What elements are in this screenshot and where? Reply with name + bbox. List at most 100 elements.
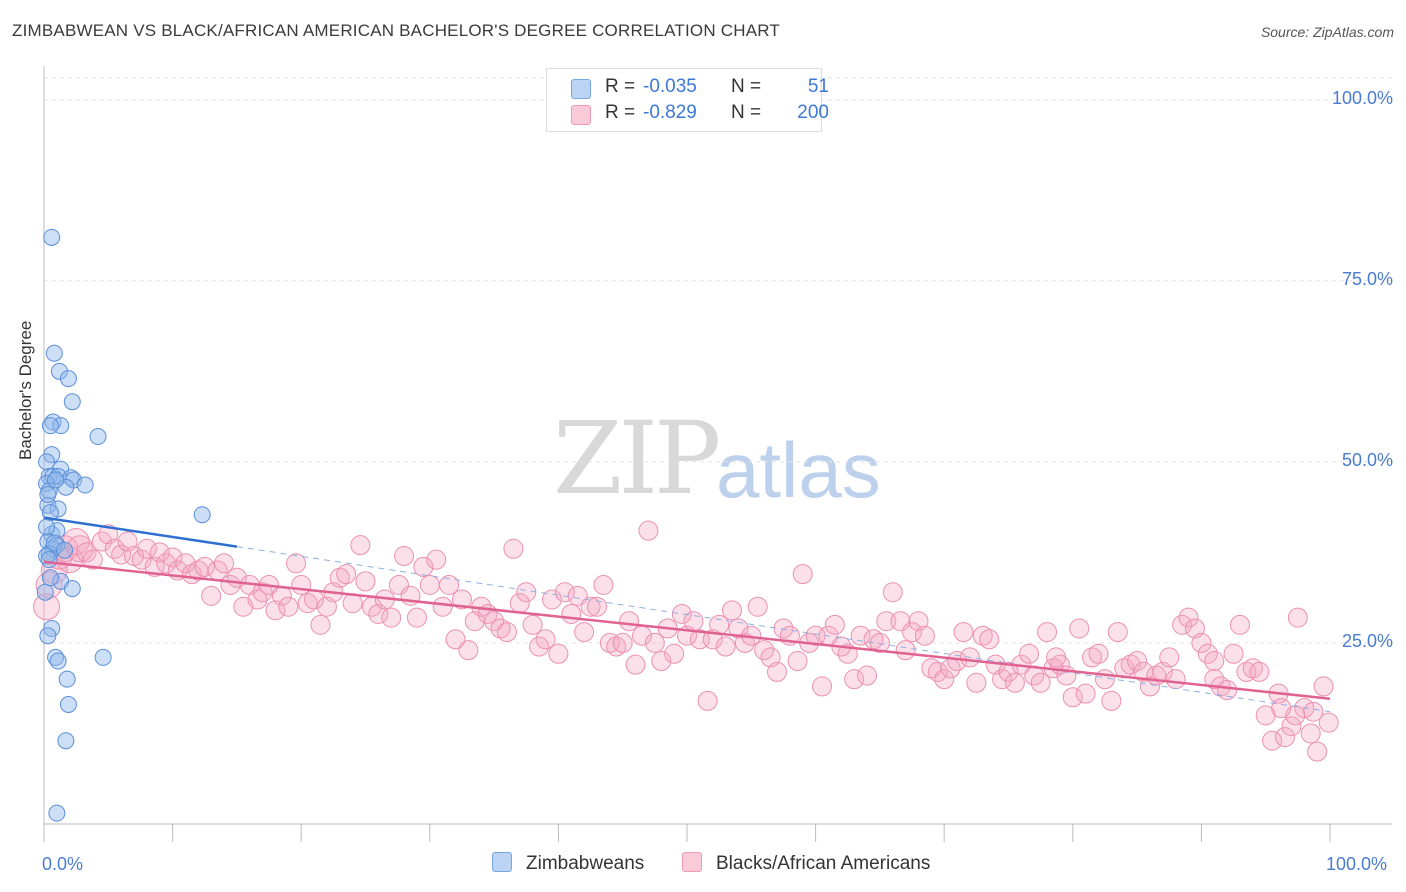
point-black-african-american	[355, 571, 376, 592]
point-black-african-american	[496, 622, 517, 643]
point-black-african-american	[286, 553, 307, 574]
bottom-legend-swatch-blue	[492, 852, 512, 872]
trend-lines	[43, 516, 1331, 713]
point-black-african-american	[419, 574, 440, 595]
point-black-african-american	[535, 629, 556, 650]
point-black-african-american	[1223, 643, 1244, 664]
point-black-african-american	[586, 596, 607, 617]
point-zimbabwean	[36, 583, 54, 601]
point-zimbabwean	[59, 695, 77, 713]
point-black-african-american	[664, 643, 685, 664]
point-black-african-american	[439, 574, 460, 595]
point-black-african-american	[863, 629, 884, 650]
point-black-african-american	[876, 611, 897, 632]
point-black-african-american	[638, 520, 659, 541]
point-black-african-american	[1313, 676, 1334, 697]
point-black-african-american	[1046, 647, 1067, 668]
legend-n-label: N =	[731, 102, 762, 123]
point-black-african-american	[445, 629, 466, 650]
source-credit: Source: ZipAtlas.com	[1260, 24, 1394, 40]
point-black-african-american	[458, 640, 479, 661]
watermark-atlas: atlas	[716, 426, 881, 514]
y-tick-label: 75.0%	[1341, 268, 1393, 289]
point-black-african-american	[104, 538, 125, 559]
point-black-african-american	[606, 636, 627, 657]
point-black-african-american	[1037, 622, 1058, 643]
legend-r-label: R =	[605, 102, 636, 123]
point-black-african-american	[697, 690, 718, 711]
point-zimbabwean	[47, 471, 65, 489]
point-zimbabwean	[58, 670, 76, 688]
point-black-african-american	[66, 535, 94, 563]
point-zimbabwean	[50, 362, 68, 380]
trend-line-zimbabweans-extension	[236, 546, 1331, 713]
point-black-african-american	[554, 582, 575, 603]
point-black-african-american	[882, 582, 903, 603]
legend-n-value: 51	[807, 76, 829, 97]
point-black-african-american	[1159, 647, 1180, 668]
point-black-african-american	[722, 600, 743, 621]
point-zimbabwean	[89, 428, 107, 446]
point-black-african-american	[850, 625, 871, 646]
point-black-african-american	[1242, 658, 1263, 679]
point-black-african-american	[111, 544, 132, 565]
y-axis-title: Bachelor's Degree	[16, 320, 35, 460]
x-tick-label-min: 0.0%	[42, 854, 84, 874]
point-black-african-american	[812, 676, 833, 697]
stats-legend: R = -0.035 N = 51 R = -0.829 N = 200	[546, 68, 829, 132]
point-black-african-american	[651, 651, 672, 672]
point-zimbabwean	[94, 648, 112, 666]
chart-title: ZIMBABWEAN VS BLACK/AFRICAN AMERICAN BAC…	[12, 21, 780, 40]
point-black-african-american	[902, 622, 923, 643]
point-black-african-american	[857, 665, 878, 686]
point-black-african-american	[149, 542, 170, 563]
point-black-african-american	[329, 567, 350, 588]
point-black-african-american	[1165, 669, 1186, 690]
watermark-zip: ZIP	[553, 400, 721, 517]
point-black-african-american	[914, 625, 935, 646]
point-zimbabwean	[39, 485, 57, 503]
point-zimbabwean	[56, 541, 74, 559]
axes	[43, 66, 1392, 842]
point-black-african-american	[201, 585, 222, 606]
point-zimbabwean	[43, 228, 61, 246]
point-black-african-american	[998, 661, 1019, 682]
point-black-african-american	[934, 669, 955, 690]
legend-r-label: R =	[605, 76, 636, 97]
point-black-african-american	[432, 596, 453, 617]
point-black-african-american	[350, 535, 371, 556]
point-zimbabwean	[193, 506, 211, 524]
point-zimbabwean	[59, 370, 77, 388]
point-black-african-american	[580, 596, 601, 617]
point-black-african-american	[1075, 683, 1096, 704]
bottom-legend-swatch-pink	[682, 852, 702, 872]
point-zimbabwean	[39, 627, 57, 645]
point-black-african-american	[715, 636, 736, 657]
point-zimbabwean	[38, 453, 56, 471]
legend-n-value: 200	[797, 102, 829, 123]
point-zimbabwean	[41, 417, 59, 435]
point-black-african-american	[1271, 698, 1292, 719]
legend-r-value: -0.035	[643, 76, 697, 97]
point-black-african-american	[194, 556, 215, 577]
point-black-african-american	[671, 603, 692, 624]
point-black-african-american	[503, 538, 524, 559]
grid-lines	[44, 77, 1392, 644]
point-zimbabwean	[40, 551, 58, 569]
point-black-african-american	[1262, 730, 1283, 751]
y-tick-label: 50.0%	[1341, 449, 1393, 470]
point-zimbabwean	[63, 393, 81, 411]
point-black-african-american	[747, 596, 768, 617]
bottom-legend-blacks: Blacks/African Americans	[682, 852, 930, 875]
point-black-african-american	[548, 643, 569, 664]
point-black-african-american	[394, 546, 415, 567]
point-black-african-american	[612, 632, 633, 653]
x-tick-label-max: 100.0%	[1326, 854, 1388, 874]
y-tick-label: 100.0%	[1331, 87, 1393, 108]
point-black-african-american	[381, 607, 402, 628]
point-black-african-american	[451, 589, 472, 610]
point-black-african-american	[1274, 727, 1295, 748]
point-black-african-american	[214, 553, 235, 574]
point-black-african-american	[1281, 716, 1302, 737]
